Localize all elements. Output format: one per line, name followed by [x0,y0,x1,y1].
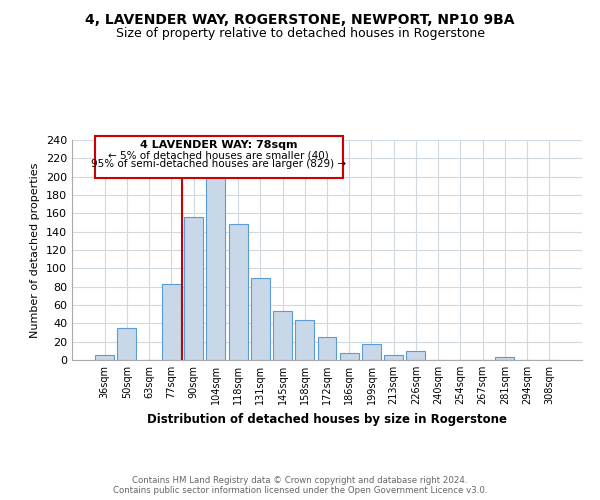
Bar [162,284,181,360]
Bar [317,337,337,360]
X-axis label: Distribution of detached houses by size in Rogerstone: Distribution of detached houses by size … [147,412,507,426]
Bar [362,344,381,360]
Bar [251,278,270,360]
Text: 4, LAVENDER WAY, ROGERSTONE, NEWPORT, NP10 9BA: 4, LAVENDER WAY, ROGERSTONE, NEWPORT, NP… [85,12,515,26]
Bar [406,351,425,360]
Bar [384,354,403,360]
Bar [184,217,203,360]
Bar [95,356,114,360]
Y-axis label: Number of detached properties: Number of detached properties [31,162,40,338]
FancyBboxPatch shape [95,136,343,177]
Text: 4 LAVENDER WAY: 78sqm: 4 LAVENDER WAY: 78sqm [140,140,298,150]
Text: ← 5% of detached houses are smaller (40): ← 5% of detached houses are smaller (40) [108,150,329,160]
Bar [273,310,292,360]
Text: Contains HM Land Registry data © Crown copyright and database right 2024.
Contai: Contains HM Land Registry data © Crown c… [113,476,487,495]
Text: Size of property relative to detached houses in Rogerstone: Size of property relative to detached ho… [115,28,485,40]
Bar [118,328,136,360]
Bar [229,224,248,360]
Bar [295,320,314,360]
Bar [496,357,514,360]
Bar [206,176,225,360]
Bar [340,352,359,360]
Text: 95% of semi-detached houses are larger (829) →: 95% of semi-detached houses are larger (… [91,159,346,169]
